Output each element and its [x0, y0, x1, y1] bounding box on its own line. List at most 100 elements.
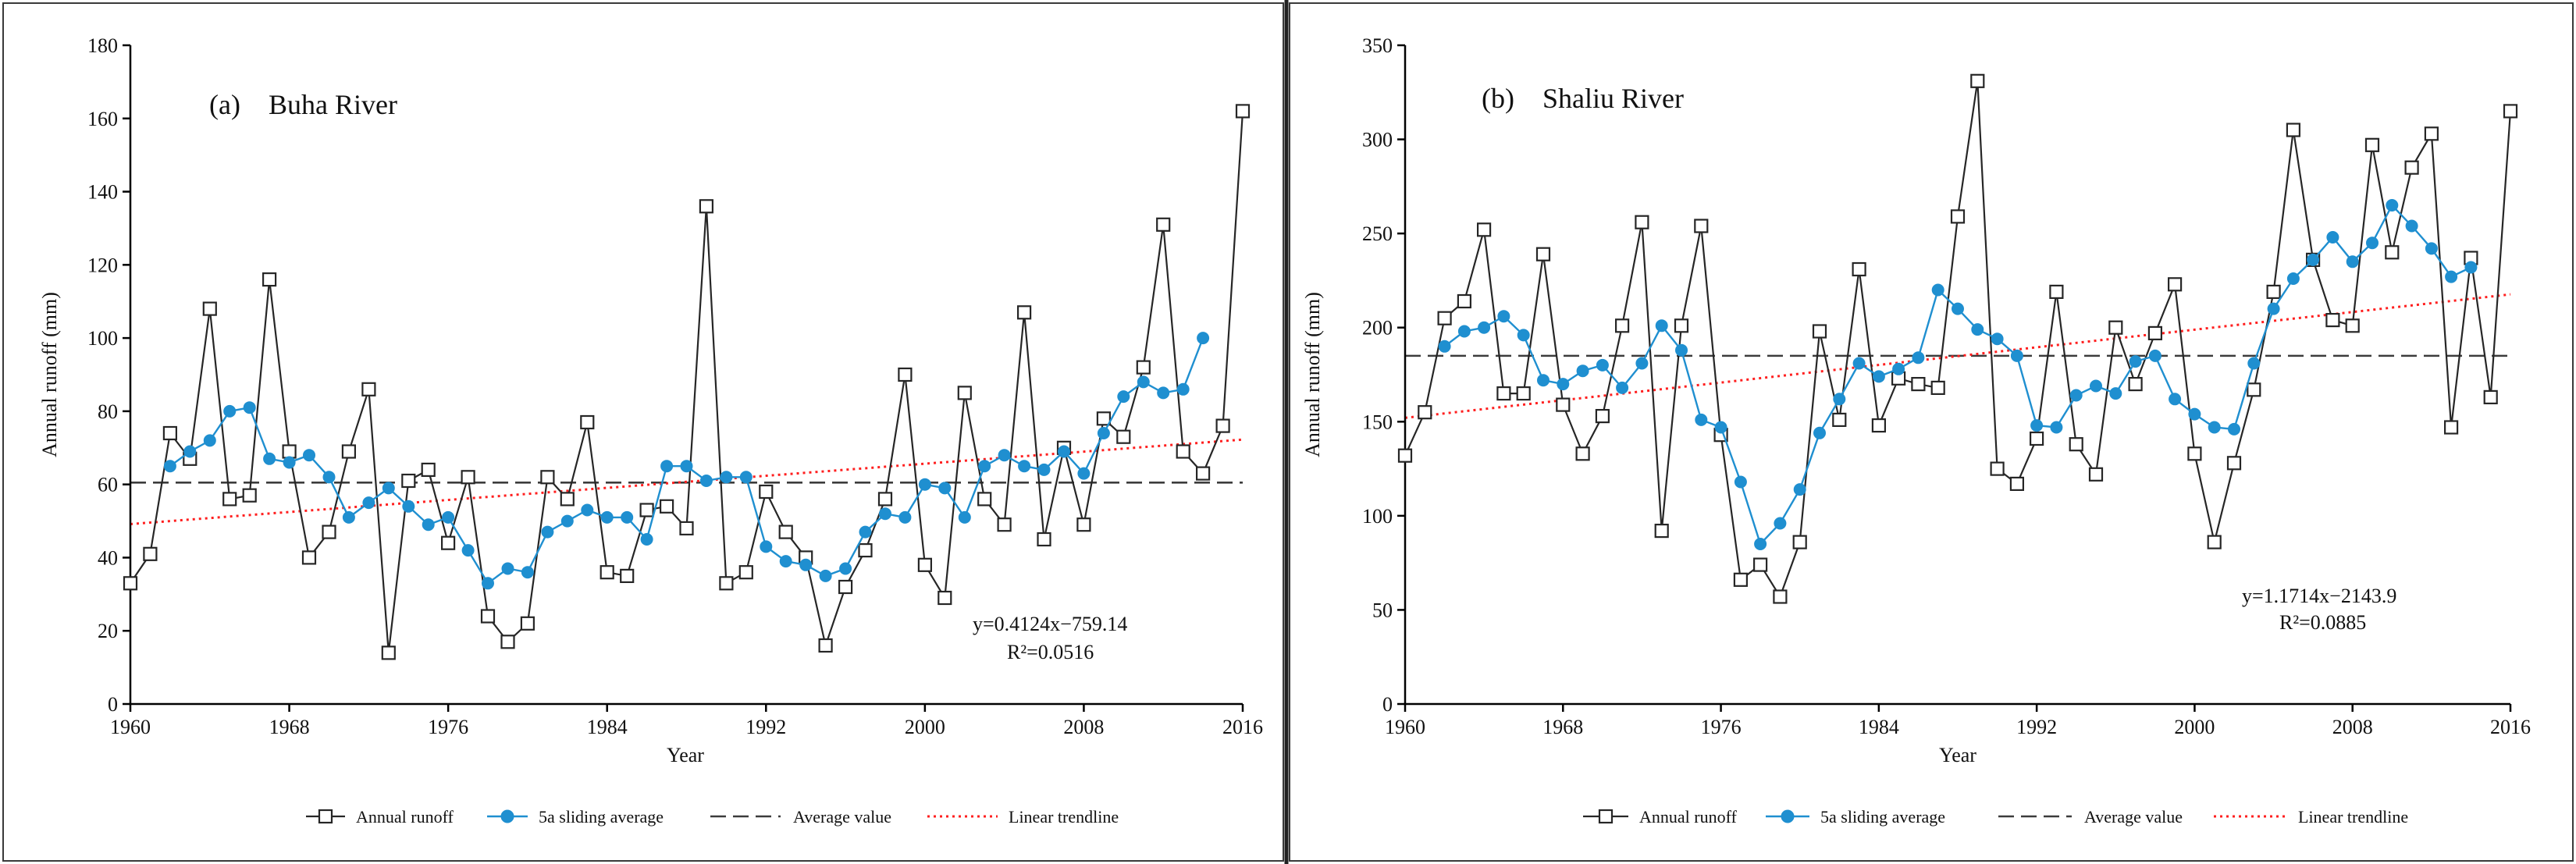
panel-b-annual-point: [2483, 389, 2498, 404]
panel-b-sliding-point: [2405, 219, 2418, 233]
panel-b-x-tick-label: 1960: [1385, 716, 1425, 738]
panel-b-trend-r2: R²=0.0885: [2279, 611, 2366, 634]
panel-b-annual-point: [1535, 247, 1551, 261]
panel-a-sliding-point: [918, 478, 931, 491]
panel-b-sliding-point: [1754, 538, 1767, 550]
panel-a-annual-point: [282, 444, 297, 459]
panel-b-sliding-point: [1912, 351, 1925, 364]
panel-b-series: [1397, 73, 2518, 604]
panel-a-annual-point: [242, 488, 257, 503]
panel-a-annual-point: [202, 301, 217, 316]
panel-a-sliding-point: [1197, 332, 1210, 345]
panel-b-annual-point: [2207, 535, 2222, 549]
panel-b-annual-point: [2424, 126, 2439, 141]
panel-a-sliding-point: [163, 460, 176, 473]
panel-a-sliding-point: [660, 460, 674, 473]
panel-a-sliding-point: [322, 471, 336, 484]
panel-b-legend-average: Average value: [1998, 807, 2183, 827]
panel-b-x-axis-title: Year: [1939, 744, 1976, 766]
panel-b-annual-point: [1733, 572, 1748, 587]
panel-b-annual-point: [2069, 437, 2083, 452]
panel-a-sliding-point: [621, 510, 634, 524]
panel-a-sliding-point: [720, 471, 733, 484]
panel-a-annual-point: [123, 576, 138, 591]
panel-a-annual-point: [818, 638, 833, 653]
panel-b-sliding-point: [1576, 364, 1589, 378]
panel-b-sliding-point: [1714, 421, 1727, 434]
panel-a-x-tick-label: 1984: [587, 716, 628, 738]
panel-b-annual-point: [1595, 408, 1610, 424]
panel-b-x-tick-label: 2016: [2490, 716, 2531, 738]
panel-b-x-tick-label: 2000: [2174, 716, 2215, 738]
panel-a-sliding-point: [541, 525, 554, 539]
panel-b-annual-point: [1397, 448, 1413, 463]
panel-b-annual-point: [2364, 137, 2380, 152]
panel-a-sliding-point: [839, 562, 852, 575]
panel-a-x-tick-label: 2016: [1222, 716, 1263, 738]
panel-a-sliding-point: [1097, 427, 1110, 439]
panel-b-sliding-point: [2069, 389, 2083, 402]
panel-a-annual-point: [401, 473, 416, 489]
panel-a-sliding-point: [760, 540, 773, 553]
panel-a-sliding-point: [283, 456, 296, 469]
panel-b-x-tick-label: 1984: [1859, 716, 1899, 738]
panel-a-sliding-point: [699, 475, 713, 487]
panel-b-sliding-point: [2286, 272, 2300, 285]
panel-a-sliding-point: [223, 404, 237, 418]
panel-a-annual-point: [1156, 217, 1171, 232]
panel-b-sliding-point: [2228, 422, 2240, 436]
panel-a-annual-point: [580, 414, 595, 430]
panel-a-sliding-point: [879, 507, 891, 521]
panel-a-sliding-point: [581, 503, 594, 517]
panel-a-legend: Annual runoff 5a sliding average Average…: [306, 807, 1119, 827]
panel-a-trend-r2: R²=0.0516: [1007, 641, 1094, 663]
panel-b-sliding-point: [1852, 357, 1866, 370]
panel-b-y-axis-title: Annual runoff (mm): [1301, 292, 1324, 457]
panel-b-sliding-point: [2010, 349, 2023, 362]
panel-b-sliding-point: [2326, 231, 2339, 244]
panel-b-sliding-point: [1872, 370, 1885, 383]
panel-a-sliding-point: [819, 569, 832, 582]
panel-b-annual-point: [2049, 284, 2064, 299]
panel-b-sliding-point: [2188, 407, 2201, 421]
panel-b-ticks: 0 50 100 150 200 250 300 350 1960 1968 1976 1984 199…: [1362, 34, 2531, 738]
panel-a-sliding-point: [560, 514, 574, 528]
panel-a-sliding-point: [600, 510, 614, 524]
panel-b-legend-average-label: Average value: [2084, 807, 2183, 827]
panel-a-sliding-point: [779, 555, 792, 568]
panel-a-annual-point: [858, 542, 873, 558]
panel-a-y-tick-label: 80: [98, 400, 118, 423]
panel-a-sliding-point: [402, 500, 415, 513]
panel-b-annual-point: [1674, 318, 1689, 333]
panel-b-sliding-point: [1438, 340, 1451, 353]
panel-a-annual-point: [1116, 429, 1131, 444]
panel-a-x-tick-label: 1968: [269, 716, 310, 738]
panel-b-annual-point: [1930, 380, 1945, 395]
panel-b-x-tick-label: 1976: [1701, 716, 1742, 738]
panel-a-legend-sliding: 5a sliding average: [487, 807, 664, 827]
panel-b-sliding-point: [1517, 329, 1530, 342]
panel-b-annual-point: [2503, 104, 2518, 119]
panel-a-sliding-point: [422, 518, 435, 532]
panel-b-annual-point: [1437, 311, 1452, 325]
panel-b-legend: Annual runoff 5a sliding average Average…: [1583, 807, 2408, 827]
panel-a-sliding-point: [442, 510, 455, 524]
panel-a-sliding-point: [1137, 375, 1150, 389]
panel-a-legend-sliding-label: 5a sliding average: [539, 807, 664, 827]
panel-a-annual-point: [1176, 444, 1190, 459]
panel-b-sliding-point: [2148, 349, 2161, 362]
panel-b-sliding-point: [1655, 319, 1668, 332]
panel-a-annual-point: [540, 470, 555, 485]
panel-a-sliding-point: [303, 449, 315, 462]
panel-b-sliding-point: [2090, 379, 2102, 393]
panel-b-sliding-point: [2208, 421, 2221, 434]
panel-b-annual-point: [1635, 215, 1649, 229]
panel-b-sliding-point: [2169, 393, 2182, 406]
panel-a-sliding-point: [640, 533, 653, 546]
panel-a-annual-point: [738, 565, 753, 580]
panel-b-reference-lines: [1404, 293, 2511, 419]
panel-a-annual-point: [500, 635, 515, 649]
panel-a-sliding-point: [680, 460, 693, 473]
panel-a-x-tick-label: 2000: [905, 716, 945, 738]
panel-a-annual-point: [1195, 466, 1211, 481]
